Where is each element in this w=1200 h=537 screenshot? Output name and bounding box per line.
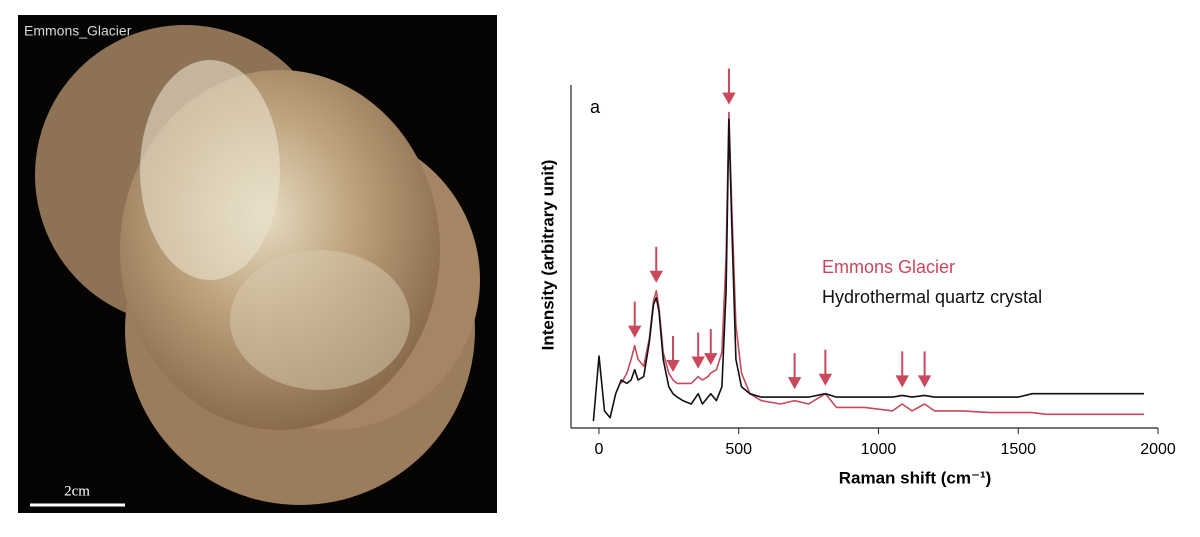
x-tick-label: 0 [594, 441, 603, 458]
x-tick-label: 500 [725, 441, 752, 458]
peak-arrow [628, 301, 642, 338]
x-tick-label: 1000 [861, 441, 897, 458]
chart: a Raman shift (cm⁻¹) Intensity (arbitrar… [538, 68, 1176, 487]
x-tick-label: 1500 [1000, 441, 1036, 458]
peak-arrow [704, 329, 718, 366]
rock-highlight [230, 250, 410, 390]
x-tick-label: 2000 [1140, 441, 1176, 458]
peak-arrow [818, 349, 833, 386]
peak-arrow [666, 335, 680, 373]
peak-arrow [787, 353, 802, 390]
photo-title: Emmons_Glacier [24, 23, 132, 39]
peak-arrow [649, 246, 663, 283]
rock-highlight [140, 60, 280, 280]
x-axis-title: Raman shift (cm⁻¹) [839, 468, 992, 487]
peak-arrow [691, 332, 705, 369]
scale-label: 2cm [64, 483, 90, 499]
photo: Emmons_Glacier 2cm [18, 15, 497, 513]
peak-arrow [895, 351, 909, 388]
series-line [592, 118, 1144, 422]
peak-arrow [722, 68, 736, 105]
legend-label: Emmons Glacier [822, 257, 955, 277]
legend-label: Hydrothermal quartz crystal [822, 287, 1042, 307]
panel-label: a [590, 97, 601, 117]
peak-arrow [917, 351, 932, 388]
y-axis-title: Intensity (arbitrary unit) [538, 160, 557, 351]
